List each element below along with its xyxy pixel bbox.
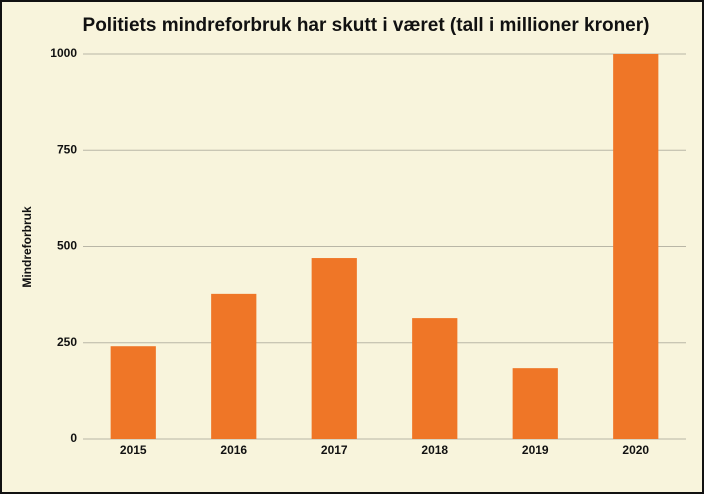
- x-tick-label: 2016: [220, 443, 247, 457]
- bar: [512, 368, 558, 439]
- bar: [311, 258, 357, 439]
- bar: [613, 54, 659, 439]
- x-tick-label: 2018: [421, 443, 448, 457]
- y-tick-label: 1000: [50, 46, 77, 60]
- bar: [110, 346, 156, 439]
- x-tick-label: 2015: [120, 443, 147, 457]
- chart-title: Politiets mindreforbruk har skutt i være…: [83, 15, 650, 36]
- y-tick-label: 750: [57, 142, 77, 156]
- y-axis-label: Mindreforbruk: [20, 206, 34, 288]
- x-tick-label: 2019: [522, 443, 549, 457]
- x-tick-label: 2017: [321, 443, 348, 457]
- y-tick-label: 0: [70, 431, 77, 445]
- y-tick-label: 250: [57, 335, 77, 349]
- x-tick-label: 2020: [622, 443, 649, 457]
- bar: [412, 318, 458, 439]
- bar: [211, 293, 257, 439]
- y-tick-label: 500: [57, 239, 77, 253]
